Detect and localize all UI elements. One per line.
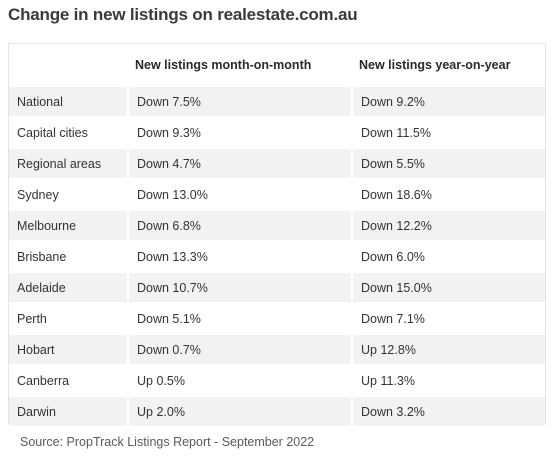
table-row: Brisbane Down 13.3% Down 6.0% — [9, 240, 545, 271]
table-row: Regional areas Down 4.7% Down 5.5% — [9, 147, 545, 178]
table-body: National Down 7.5% Down 9.2% Capital cities… — [9, 85, 545, 426]
region-cell: Sydney — [9, 178, 127, 209]
header-region — [9, 44, 127, 85]
year-on-year-cell: Down 12.2% — [351, 209, 545, 240]
table-row: Capital cities Down 9.3% Down 11.5% — [9, 116, 545, 147]
month-on-month-cell: Up 2.0% — [127, 395, 351, 426]
listings-table: New listings month-on-month New listings… — [9, 44, 545, 426]
region-cell: Regional areas — [9, 147, 127, 178]
month-on-month-cell: Down 5.1% — [127, 302, 351, 333]
table-row: Darwin Up 2.0% Down 3.2% — [9, 395, 545, 426]
region-cell: Darwin — [9, 395, 127, 426]
month-on-month-cell: Up 0.5% — [127, 364, 351, 395]
month-on-month-cell: Down 10.7% — [127, 271, 351, 302]
table-row: Perth Down 5.1% Down 7.1% — [9, 302, 545, 333]
region-cell: National — [9, 85, 127, 116]
year-on-year-cell: Down 15.0% — [351, 271, 545, 302]
table-header-row: New listings month-on-month New listings… — [9, 44, 545, 85]
month-on-month-cell: Down 9.3% — [127, 116, 351, 147]
year-on-year-cell: Down 5.5% — [351, 147, 545, 178]
region-cell: Adelaide — [9, 271, 127, 302]
region-cell: Canberra — [9, 364, 127, 395]
year-on-year-cell: Up 11.3% — [351, 364, 545, 395]
month-on-month-cell: Down 13.3% — [127, 240, 351, 271]
region-cell: Brisbane — [9, 240, 127, 271]
year-on-year-cell: Down 7.1% — [351, 302, 545, 333]
region-cell: Capital cities — [9, 116, 127, 147]
year-on-year-cell: Down 11.5% — [351, 116, 545, 147]
table-row: Sydney Down 13.0% Down 18.6% — [9, 178, 545, 209]
year-on-year-cell: Down 3.2% — [351, 395, 545, 426]
source-note: Source: PropTrack Listings Report - Sept… — [20, 435, 315, 449]
region-cell: Hobart — [9, 333, 127, 364]
table-row: Adelaide Down 10.7% Down 15.0% — [9, 271, 545, 302]
year-on-year-cell: Down 18.6% — [351, 178, 545, 209]
region-cell: Perth — [9, 302, 127, 333]
year-on-year-cell: Down 6.0% — [351, 240, 545, 271]
month-on-month-cell: Down 0.7% — [127, 333, 351, 364]
year-on-year-cell: Down 9.2% — [351, 85, 545, 116]
header-year-on-year: New listings year-on-year — [351, 44, 545, 85]
listings-table-container: New listings month-on-month New listings… — [8, 43, 546, 426]
header-month-on-month: New listings month-on-month — [127, 44, 351, 85]
month-on-month-cell: Down 6.8% — [127, 209, 351, 240]
month-on-month-cell: Down 7.5% — [127, 85, 351, 116]
table-row: Canberra Up 0.5% Up 11.3% — [9, 364, 545, 395]
region-cell: Melbourne — [9, 209, 127, 240]
month-on-month-cell: Down 13.0% — [127, 178, 351, 209]
month-on-month-cell: Down 4.7% — [127, 147, 351, 178]
table-row: Melbourne Down 6.8% Down 12.2% — [9, 209, 545, 240]
table-title: Change in new listings on realestate.com… — [8, 5, 358, 24]
table-row: Hobart Down 0.7% Up 12.8% — [9, 333, 545, 364]
table-row: National Down 7.5% Down 9.2% — [9, 85, 545, 116]
year-on-year-cell: Up 12.8% — [351, 333, 545, 364]
